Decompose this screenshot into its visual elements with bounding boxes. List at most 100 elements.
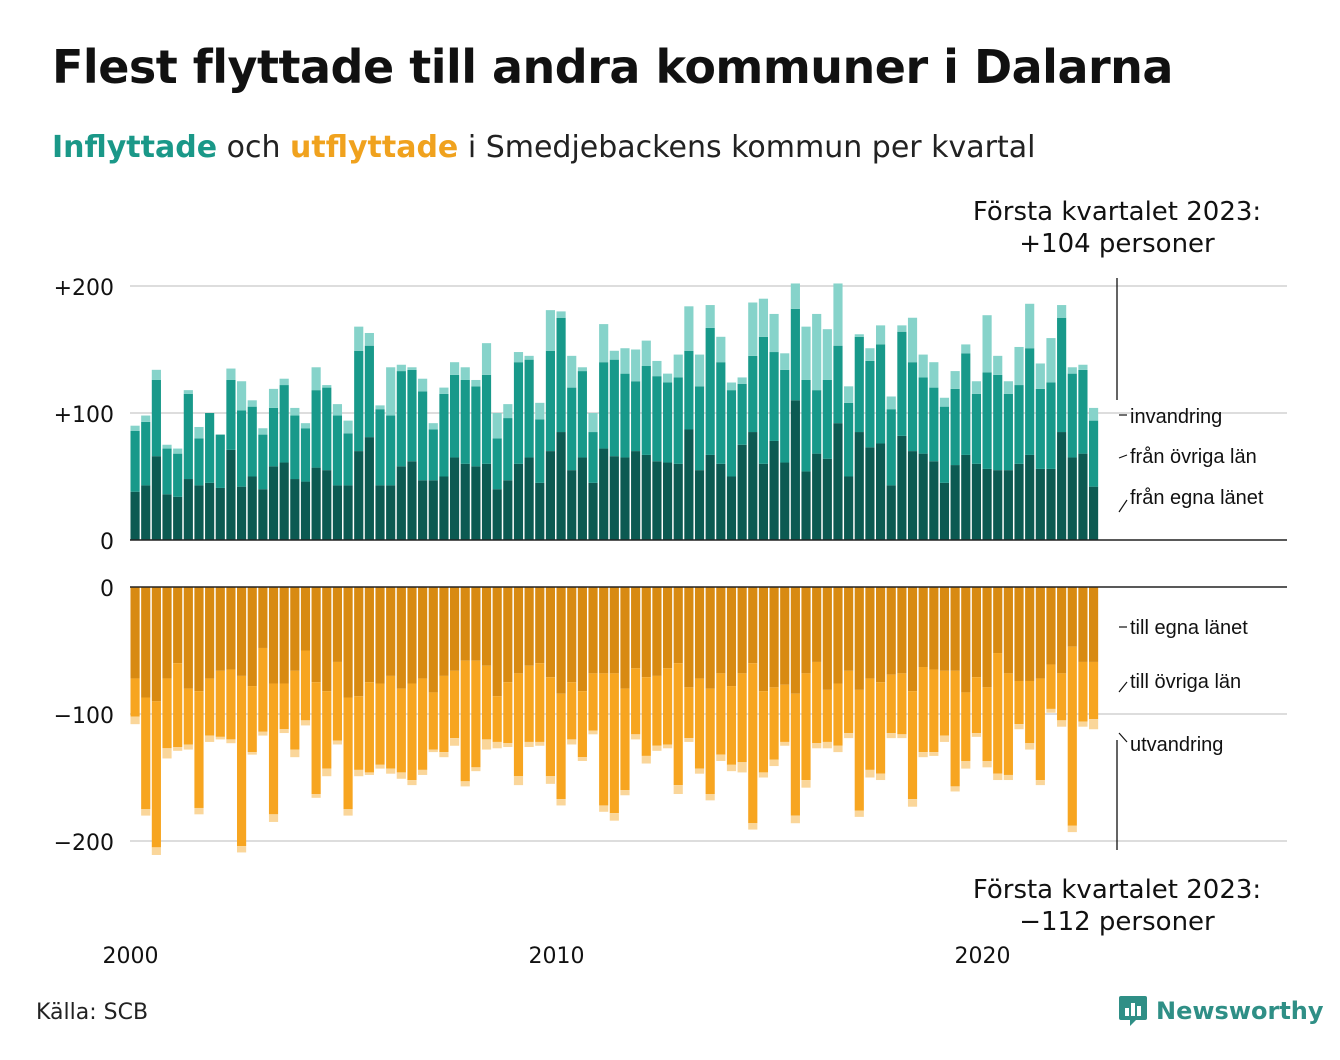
- bar-out-2: [354, 696, 364, 770]
- y-tick-label: 0: [100, 530, 114, 555]
- bar-in-1: [524, 457, 534, 540]
- bar-in-2: [386, 415, 396, 486]
- bar-out-2: [918, 667, 928, 753]
- bar-out-3: [471, 767, 481, 772]
- bar-out-2: [215, 670, 225, 737]
- bar-in-3: [599, 324, 609, 363]
- bar-out-3: [854, 810, 864, 817]
- bar-out-3: [929, 752, 939, 756]
- bar-out-3: [939, 735, 950, 742]
- bar-in-2: [822, 379, 832, 459]
- bar-in-2: [577, 371, 587, 458]
- bar-in-3: [567, 355, 577, 388]
- bar-in-1: [386, 485, 396, 540]
- brand-name: Newsworthy: [1156, 997, 1324, 1025]
- y-tick-label: −100: [54, 704, 114, 729]
- bar-in-1: [694, 470, 705, 540]
- bar-in-2: [247, 406, 257, 477]
- bar-in-3: [354, 326, 364, 351]
- bar-out-1: [141, 587, 151, 698]
- bar-out-3: [481, 739, 492, 750]
- bar-out-2: [311, 682, 321, 795]
- bar-out-3: [375, 764, 385, 769]
- bar-out-1: [1014, 587, 1024, 681]
- bar-out-2: [684, 687, 694, 739]
- bar-in-3: [971, 381, 982, 394]
- bar-in-3: [929, 362, 939, 388]
- bar-in-1: [769, 440, 779, 540]
- bar-out-2: [194, 691, 204, 808]
- bar-in-2: [652, 376, 662, 462]
- bar-in-2: [513, 362, 524, 464]
- bar-out-1: [492, 587, 502, 697]
- bar-out-1: [993, 587, 1003, 654]
- bar-out-3: [141, 809, 151, 816]
- bar-out-3: [162, 748, 172, 759]
- bar-in-1: [1078, 453, 1088, 540]
- bar-in-2: [545, 350, 556, 452]
- bar-out-1: [162, 587, 172, 679]
- bar-out-2: [1078, 661, 1088, 722]
- bar-in-1: [993, 470, 1003, 540]
- bar-out-2: [1025, 680, 1035, 744]
- bar-out-1: [481, 587, 492, 666]
- series-label-leader: [1118, 454, 1128, 459]
- bar-out-3: [268, 814, 279, 822]
- bar-in-3: [854, 334, 864, 337]
- bar-in-2: [694, 386, 705, 471]
- bar-out-2: [205, 678, 215, 736]
- series-label: från egna länet: [1130, 487, 1264, 509]
- bar-in-2: [396, 371, 406, 467]
- bar-out-1: [524, 587, 534, 666]
- bar-in-2: [215, 434, 225, 488]
- bar-in-2: [1025, 348, 1035, 455]
- bar-out-1: [364, 587, 374, 683]
- bar-out-1: [886, 587, 896, 675]
- bar-in-1: [758, 463, 769, 540]
- bar-out-3: [247, 752, 257, 755]
- bar-in-3: [418, 378, 428, 392]
- bar-in-1: [684, 429, 694, 540]
- bar-out-1: [588, 587, 598, 674]
- bar-in-2: [556, 317, 566, 433]
- bar-in-3: [907, 317, 918, 363]
- bar-in-1: [844, 476, 854, 540]
- bar-out-3: [918, 752, 928, 758]
- bar-out-2: [652, 675, 662, 746]
- bar-out-2: [130, 678, 140, 717]
- bar-out-1: [641, 587, 651, 678]
- bar-out-3: [886, 733, 896, 739]
- bar-in-2: [205, 413, 215, 483]
- bar-out-3: [1057, 720, 1067, 727]
- bar-in-1: [748, 432, 758, 540]
- bar-in-1: [833, 423, 843, 540]
- bar-in-2: [130, 430, 140, 492]
- bar-in-1: [790, 400, 800, 540]
- bar-out-3: [822, 741, 832, 749]
- bar-in-1: [418, 480, 428, 540]
- series-label: från övriga län: [1130, 446, 1257, 468]
- bar-out-3: [897, 734, 907, 739]
- bar-in-3: [290, 407, 300, 416]
- bar-in-3: [897, 325, 907, 332]
- bar-in-2: [375, 409, 385, 486]
- bar-out-2: [737, 673, 747, 763]
- bar-in-2: [726, 390, 737, 477]
- bar-in-2: [183, 393, 193, 480]
- bar-in-1: [726, 476, 737, 540]
- bar-out-2: [556, 693, 566, 800]
- bar-out-3: [950, 786, 960, 792]
- bar-in-2: [535, 419, 545, 483]
- bar-in-2: [450, 374, 460, 458]
- bar-in-2: [844, 402, 854, 477]
- bar-in-3: [311, 367, 321, 391]
- bar-out-1: [684, 587, 694, 688]
- bar-in-2: [812, 390, 822, 454]
- bar-out-3: [844, 733, 854, 739]
- y-tick-label: −200: [54, 831, 114, 856]
- bar-in-3: [151, 369, 161, 380]
- subtitle-rest: i Smedjebackens kommun per kvartal: [467, 130, 1036, 165]
- bar-out-1: [418, 587, 428, 679]
- bar-out-2: [545, 677, 556, 777]
- bar-in-3: [993, 355, 1003, 375]
